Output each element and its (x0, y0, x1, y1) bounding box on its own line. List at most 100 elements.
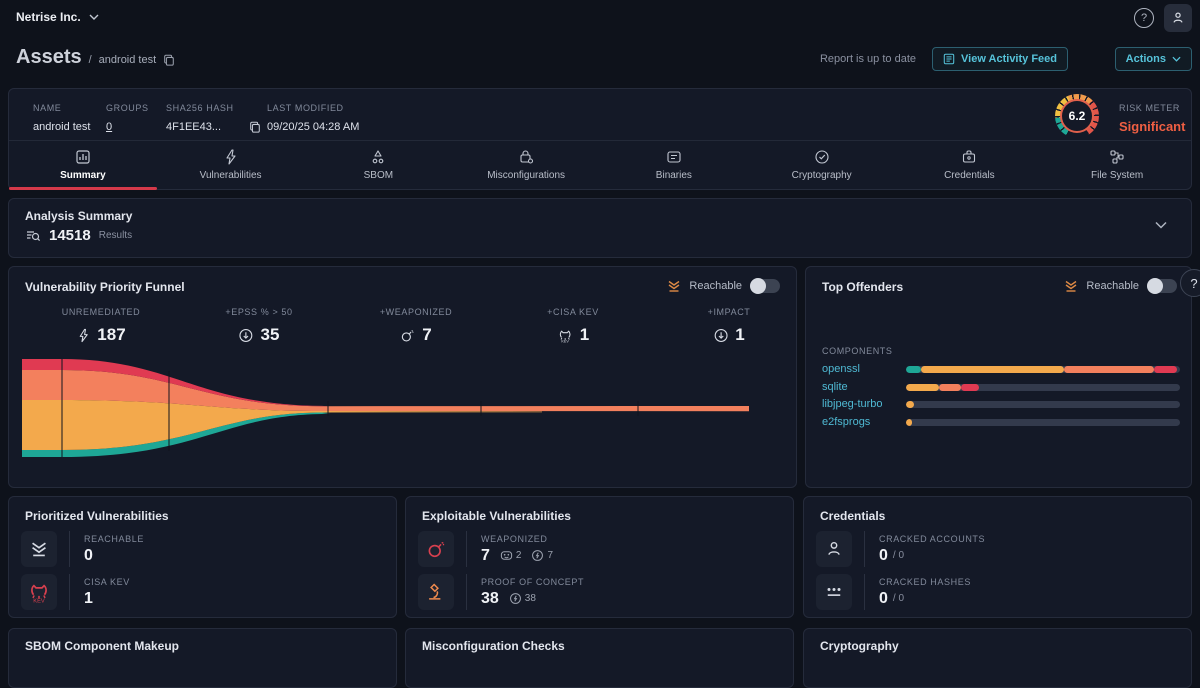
copy-icon[interactable] (163, 54, 175, 66)
tab-sbom[interactable]: SBOM (305, 141, 453, 189)
view-activity-feed-button[interactable]: View Activity Feed (932, 47, 1068, 71)
stat-value: 38 (481, 589, 499, 607)
analysis-summary-title: Analysis Summary (25, 209, 133, 223)
field-sha256: SHA256 HASH 4F1EE43... (166, 103, 261, 133)
funnel-stat-value: 1 (735, 325, 745, 344)
cryptography-title: Cryptography (820, 639, 899, 653)
svg-text:KEV: KEV (33, 598, 45, 603)
tab-binaries[interactable]: Binaries (600, 141, 748, 189)
reachable-toggle[interactable] (750, 278, 780, 294)
field-name-label: NAME (33, 103, 62, 113)
org-switcher[interactable]: Netrise Inc. (16, 10, 99, 24)
field-last-modified: LAST MODIFIED 09/20/25 04:28 AM (267, 103, 359, 133)
stat-value: 0 (84, 546, 93, 564)
user-menu-button[interactable] (1164, 4, 1192, 32)
bolt-icon (226, 149, 236, 165)
funnel-stat-value: 7 (422, 325, 432, 344)
risk-level: Significant (1119, 119, 1186, 134)
arrow-down-circle-icon (239, 328, 253, 342)
svg-text:KEV: KEV (561, 339, 569, 342)
results-search-icon (27, 230, 41, 241)
tab-label: File System (1091, 170, 1144, 181)
stat-value: 1 (84, 589, 93, 607)
component-link[interactable]: openssl (822, 363, 860, 375)
chevron-down-icon (1172, 56, 1181, 62)
component-link[interactable]: e2fsprogs (822, 415, 871, 428)
user-icon (828, 541, 840, 555)
component-bar (906, 418, 1180, 426)
user-icon (1173, 12, 1183, 23)
kev-catalog-icon: KEV (31, 584, 47, 603)
stat-row-cracked-accounts: CRACKED ACCOUNTS 0 / 0 (816, 527, 1179, 571)
floating-help-icon[interactable]: ? (1180, 269, 1200, 297)
component-bar (906, 383, 1180, 391)
stat-label: PROOF OF CONCEPT (481, 576, 585, 587)
funnel-stat-impact: +IMPACT 1 (708, 307, 751, 345)
breadcrumb: android test (98, 54, 157, 66)
sbom-component-makeup-panel: SBOM Component Makeup (8, 628, 397, 688)
reachable-toggle[interactable] (1147, 278, 1177, 294)
funnel-stat-epss: +EPSS % > 50 35 (225, 307, 292, 345)
stat-label: CISA KEV (84, 576, 130, 587)
hierarchy-icon (373, 150, 384, 164)
funnel-stat-value: 1 (579, 325, 590, 344)
kev-catalog-icon: KEV (559, 329, 571, 343)
copy-icon[interactable] (249, 121, 261, 133)
org-name: Netrise Inc. (16, 10, 81, 24)
stat-value: 7 (481, 546, 490, 564)
field-sha256-value: 4F1EE43... (166, 121, 222, 133)
funnel-stat-label: UNREMEDIATED (61, 307, 141, 317)
tab-vulnerabilities[interactable]: Vulnerabilities (157, 141, 305, 189)
help-icon[interactable]: ? (1134, 8, 1154, 28)
field-groups-label: GROUPS (106, 103, 149, 113)
cryptography-panel: Cryptography (803, 628, 1192, 688)
component-bar (906, 366, 1180, 373)
risk-meter-block: RISK METER Significant (1119, 103, 1185, 134)
tab-credentials[interactable]: Credentials (896, 141, 1044, 189)
tab-label: Cryptography (791, 170, 852, 181)
tab-file-system[interactable]: File System (1043, 141, 1191, 189)
breadcrumb-separator: / (88, 54, 92, 66)
stat-label: CRACKED ACCOUNTS (879, 533, 986, 544)
bolt-icon (79, 328, 88, 342)
reachable-label: Reachable (1086, 280, 1139, 292)
components-label: COMPONENTS (822, 346, 893, 356)
arrow-down-circle-icon (714, 328, 728, 342)
password-hash-icon (827, 588, 841, 596)
actions-label: Actions (1125, 53, 1166, 65)
check-circle-icon (815, 150, 829, 164)
exploit-icon (509, 593, 521, 604)
component-link[interactable]: libjpeg-turbo (822, 398, 883, 410)
component-link[interactable]: sqlite (822, 380, 848, 393)
tab-misconfigurations[interactable]: Misconfigurations (452, 141, 600, 189)
stat-value: 0 (879, 546, 888, 564)
tab-label: Summary (60, 170, 106, 181)
misconfiguration-checks-panel: Misconfiguration Checks (405, 628, 794, 688)
tab-label: Vulnerabilities (199, 170, 262, 181)
tab-label: Misconfigurations (487, 170, 566, 181)
stat-row-weaponized: WEAPONIZED 7 2 7 (418, 527, 781, 571)
reachable-label: Reachable (689, 280, 742, 292)
tab-cryptography[interactable]: Cryptography (748, 141, 896, 189)
funnel-title: Vulnerability Priority Funnel (25, 280, 185, 294)
collapse-chevron-icon[interactable] (1155, 221, 1167, 229)
actions-button[interactable]: Actions (1114, 47, 1192, 71)
stat-row-proof-of-concept: PROOF OF CONCEPT 38 38 (418, 570, 781, 614)
funnel-stat-label: +IMPACT (707, 307, 751, 317)
risk-meter-label: RISK METER (1119, 103, 1181, 113)
prioritized-vulnerabilities-panel: Prioritized Vulnerabilities REACHABLE 0 … (8, 496, 397, 618)
tab-bar: Summary Vulnerabilities SBOM Misconfigur… (9, 140, 1191, 190)
top-offenders-title: Top Offenders (822, 280, 904, 294)
bomb-icon (402, 329, 414, 342)
funnel-stat-unremediated: UNREMEDIATED 187 (62, 307, 141, 345)
credentials-title: Credentials (820, 509, 886, 523)
stat-row-cisa-kev: KEV CISA KEV 1 (21, 570, 384, 614)
page-title: Assets (16, 46, 82, 68)
tab-label: SBOM (363, 170, 394, 181)
field-name: NAME android test (33, 103, 90, 133)
funnel-chart (22, 359, 749, 457)
badge-value: 2 (515, 550, 522, 561)
exploit-badge: 38 (509, 592, 536, 605)
tab-summary[interactable]: Summary (9, 141, 157, 190)
field-sha256-label: SHA256 HASH (166, 103, 234, 113)
